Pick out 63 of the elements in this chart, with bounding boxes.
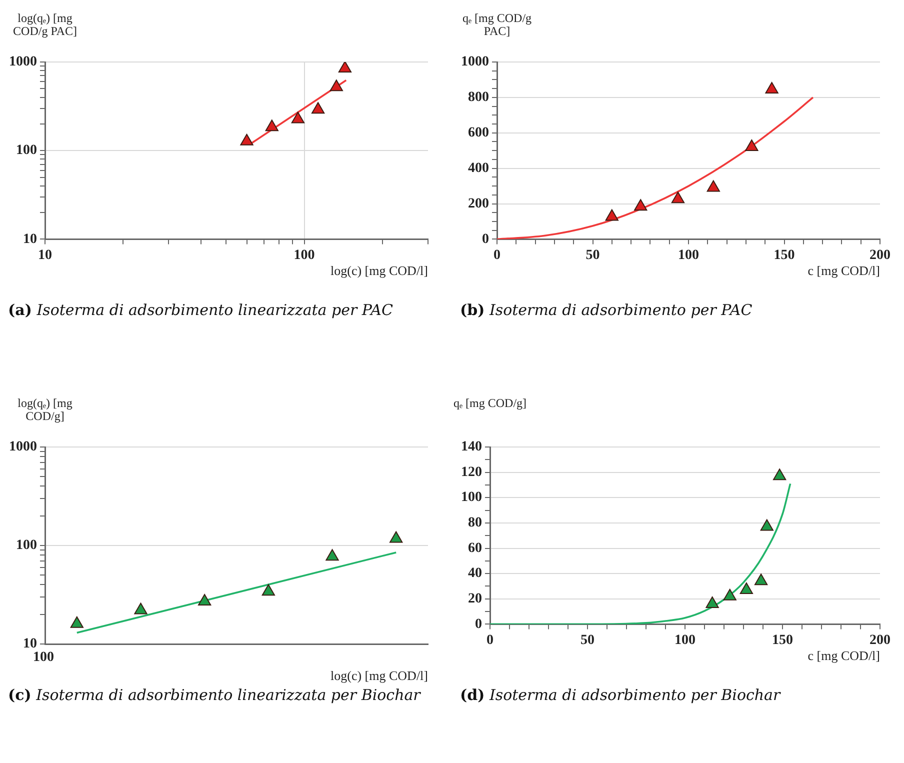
point (671, 192, 685, 204)
x-axis-title: c [mg COD/l] (808, 263, 880, 280)
point (706, 180, 720, 192)
x-tick-label: 50 (580, 633, 594, 648)
y-tick-label: 400 (468, 160, 489, 176)
point (723, 588, 736, 600)
y-tick-label: 40 (468, 566, 482, 582)
text: (a) Isoterma di adsorbimento linearizzata per PAC (8, 301, 393, 319)
text: 100 (33, 650, 54, 666)
y-tick-label: 100 (461, 490, 482, 506)
x-tick-label: 100 (678, 248, 699, 264)
x-tick-label: 100 (674, 633, 696, 648)
x-tick-label: 50 (586, 248, 600, 264)
y-tick-label: 80 (468, 516, 482, 531)
y-tick-label: 600 (468, 125, 489, 140)
y-tick-label: 1000 (9, 54, 37, 70)
point (262, 584, 275, 596)
y-tick-label: 120 (461, 464, 482, 480)
x-tick-label: 100 (294, 248, 315, 264)
x-tick-label: 200 (870, 633, 890, 648)
point (134, 602, 148, 614)
point (773, 468, 786, 480)
x-tick-label: 150 (772, 633, 793, 648)
y-tick-label: 20 (468, 591, 482, 606)
point (706, 596, 719, 608)
y-tick-label: 1000 (461, 54, 489, 70)
point (765, 82, 778, 94)
point (634, 199, 648, 211)
y-tick-label: 140 (461, 440, 482, 455)
y-tick-label: 800 (468, 90, 489, 106)
point (760, 519, 774, 531)
y-tick-label: 100 (16, 143, 37, 158)
y-tick-label: 100 (16, 538, 37, 554)
point (745, 140, 758, 152)
y-tick-label: 60 (468, 540, 482, 556)
x-tick-label: 0 (494, 248, 500, 264)
line-series (497, 96, 814, 240)
point (70, 616, 84, 628)
line-series (490, 482, 792, 624)
point (605, 209, 618, 221)
y-tick-label: 10 (23, 232, 37, 247)
y-tick-label: 200 (468, 196, 489, 212)
y-tick-label: 0 (475, 616, 482, 632)
y-axis-title: qₑ [mg COD/g] (452, 396, 528, 410)
y-tick-label: 0 (482, 232, 489, 247)
text: (c) Isoterma di adsorbimento linearizzata per Biochar (8, 686, 420, 704)
y-axis-title: log(qₑ) [mg COD/g PAC] (12, 11, 78, 38)
point (390, 531, 403, 543)
x-tick-label: 200 (870, 248, 890, 264)
y-axis-title: log(qₑ) [mg COD/g] (16, 396, 74, 423)
point (198, 594, 212, 606)
point (754, 574, 768, 586)
x-axis-title: log(c) [mg COD/l] (330, 263, 428, 280)
x-axis-title: c [mg COD/l] (808, 648, 880, 664)
x-tick-label: 10 (38, 248, 52, 264)
y-tick-label: 1000 (9, 440, 37, 455)
y-axis-title: qₑ [mg COD/g PAC] (461, 11, 533, 38)
point (740, 582, 753, 594)
point (326, 549, 339, 561)
text: (d) Isoterma di adsorbimento per Biochar (460, 686, 780, 704)
text: (b) Isoterma di adsorbimento per PAC (460, 301, 752, 319)
x-axis-title: log(c) [mg COD/l] (330, 668, 428, 684)
x-tick-label: 150 (774, 248, 795, 264)
